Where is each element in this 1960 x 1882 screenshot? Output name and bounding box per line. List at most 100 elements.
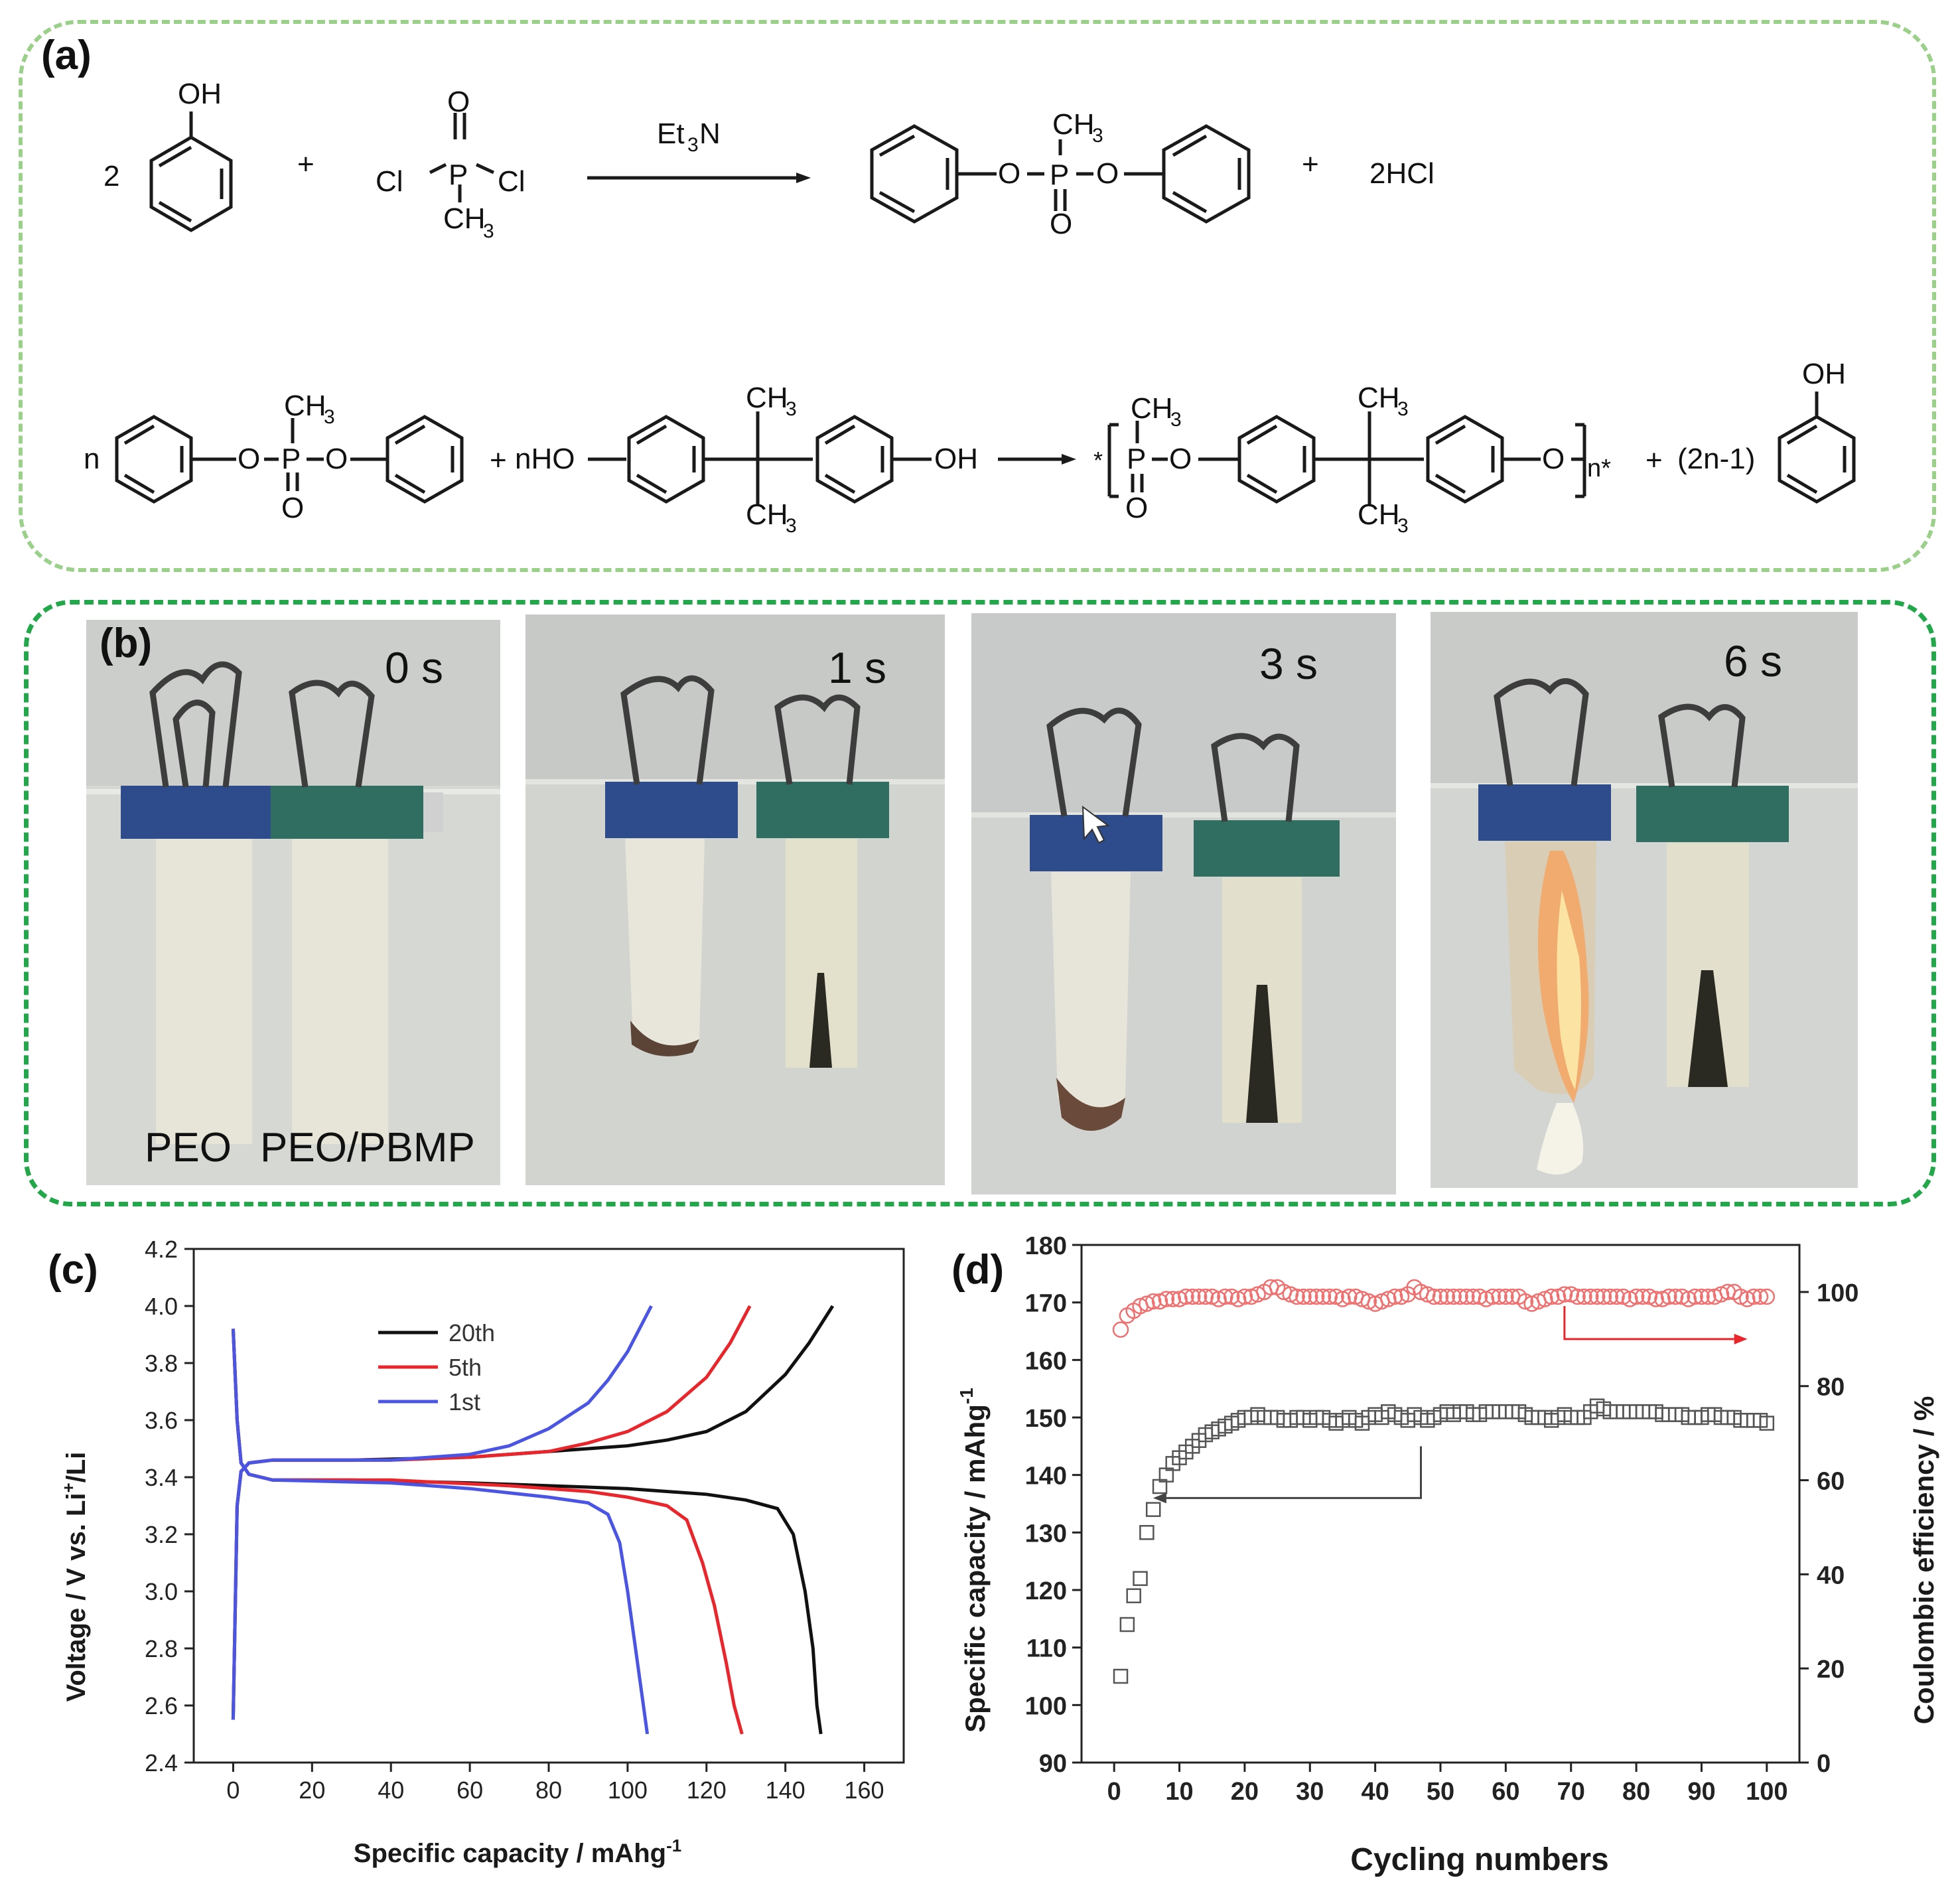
- y-tick-label: 3.4: [145, 1464, 178, 1491]
- efficiency-point: [1236, 1288, 1253, 1305]
- plus-sign: +: [1645, 444, 1663, 476]
- efficiency-point: [1341, 1288, 1358, 1305]
- efficiency-point: [1393, 1288, 1410, 1305]
- x-tick-label: 70: [1557, 1778, 1585, 1806]
- subscript-3: 3: [483, 220, 494, 242]
- subscript-3: 3: [1397, 398, 1409, 420]
- efficiency-point: [1164, 1291, 1181, 1307]
- left-y-tick-label: 90: [1039, 1750, 1067, 1778]
- efficiency-point: [1713, 1286, 1730, 1303]
- right-y-tick-label: 80: [1817, 1374, 1845, 1402]
- methyl-label: CH: [1052, 108, 1095, 141]
- efficiency-point: [1569, 1288, 1586, 1305]
- photo-0s: [86, 620, 500, 1185]
- series-line-5th-discharge: [231, 1329, 744, 1735]
- efficiency-point: [1380, 1291, 1397, 1307]
- efficiency-point: [1145, 1293, 1162, 1310]
- end-group-star: *: [1093, 447, 1103, 474]
- y-tick-label: 3.0: [145, 1578, 178, 1605]
- efficiency-point: [1386, 1288, 1403, 1305]
- efficiency-point: [1282, 1286, 1299, 1303]
- methyl-label: CH: [746, 498, 788, 531]
- benzene-ring: [149, 135, 233, 232]
- efficiency-point: [1752, 1288, 1769, 1305]
- phosphorus-label: P: [281, 443, 301, 475]
- efficiency-point: [1680, 1291, 1697, 1307]
- plot-frame: [1080, 1244, 1801, 1764]
- efficiency-point: [1582, 1288, 1599, 1305]
- oxygen-label: O: [281, 492, 304, 524]
- right-y-tick-label: 60: [1817, 1468, 1845, 1496]
- x-axis-label: Cycling numbers: [1350, 1842, 1608, 1877]
- sample-label-peo-pbmp: PEO/PBMP: [260, 1125, 475, 1171]
- hydroxyl-label: OH: [178, 78, 222, 110]
- repeat-n-star: n*: [1587, 455, 1611, 482]
- efficiency-point: [1745, 1288, 1762, 1305]
- coefficient-2n-1: (2n-1): [1677, 443, 1755, 475]
- efficiency-point: [1464, 1288, 1482, 1305]
- subscript-3: 3: [786, 515, 797, 537]
- methyl-label: CH: [284, 390, 326, 422]
- x-tick-label: 30: [1296, 1778, 1324, 1806]
- efficiency-point: [1654, 1291, 1671, 1307]
- oxygen-label: O: [1050, 208, 1072, 240]
- right-y-tick-label: 20: [1817, 1656, 1845, 1684]
- capacity-point: [1113, 1668, 1129, 1684]
- efficiency-point: [1249, 1286, 1266, 1303]
- capacity-point: [1139, 1525, 1155, 1540]
- y-tick-label: 2.6: [145, 1692, 178, 1719]
- benzene-ring: [870, 124, 959, 224]
- right-y-axis-label: Coulombic efficiency / %: [1908, 1396, 1939, 1725]
- x-tick-label: 100: [1746, 1778, 1787, 1806]
- nho-label: nHO: [515, 443, 575, 475]
- efficiency-point: [1537, 1291, 1553, 1307]
- benzene-ring: [115, 415, 193, 504]
- efficiency-point: [1452, 1288, 1468, 1305]
- efficiency-point: [1425, 1288, 1442, 1305]
- efficiency-point: [1302, 1288, 1318, 1305]
- time-label-1s: 1 s: [828, 643, 887, 692]
- efficiency-point: [1289, 1288, 1305, 1305]
- efficiency-point: [1563, 1286, 1579, 1303]
- phosphorus-label: P: [1050, 159, 1069, 191]
- x-tick-label: 0: [1107, 1778, 1121, 1806]
- subscript-3: 3: [1397, 515, 1409, 537]
- efficiency-point: [1608, 1288, 1625, 1305]
- hcl-product: 2HCl: [1369, 157, 1435, 190]
- efficiency-point: [1308, 1288, 1325, 1305]
- efficiency-point: [1360, 1293, 1377, 1310]
- hydroxyl-label: OH: [1802, 358, 1846, 390]
- efficiency-point: [1517, 1293, 1534, 1310]
- efficiency-point: [1112, 1321, 1129, 1338]
- efficiency-point: [1549, 1288, 1567, 1305]
- benzene-ring: [1778, 415, 1856, 504]
- series-line-1st-discharge: [231, 1329, 650, 1735]
- hydroxyl-label: OH: [934, 443, 978, 475]
- panel-label-c: (c): [48, 1247, 98, 1293]
- y-axis-label: Voltage / V vs. Li+/Li: [58, 1452, 91, 1702]
- efficiency-point: [1661, 1288, 1677, 1305]
- x-tick-label: 90: [1687, 1778, 1715, 1806]
- x-tick-label: 100: [608, 1776, 648, 1804]
- efficiency-point: [1739, 1291, 1756, 1307]
- x-tick-label: 140: [766, 1776, 805, 1804]
- capacity-point: [1119, 1617, 1135, 1632]
- x-tick-label: 60: [456, 1776, 483, 1804]
- left-y-tick-label: 150: [1025, 1405, 1067, 1433]
- time-label-0s: 0 s: [385, 643, 444, 692]
- efficiency-point: [1458, 1288, 1475, 1305]
- efficiency-point: [1602, 1288, 1618, 1305]
- oxygen-label: O: [238, 443, 260, 475]
- panel-label-b: (b): [100, 620, 153, 666]
- efficiency-point: [1151, 1293, 1168, 1310]
- capacity-point: [1759, 1415, 1775, 1431]
- flame-test-panel: [24, 600, 1936, 1206]
- y-tick-label: 3.8: [145, 1350, 178, 1377]
- plus-sign: +: [297, 148, 315, 181]
- efficiency-point: [1328, 1288, 1344, 1305]
- plus-sign: +: [1302, 148, 1319, 181]
- right-y-tick-label: 0: [1817, 1750, 1831, 1778]
- benzene-ring: [1426, 415, 1504, 504]
- capacity-arrowhead: [1153, 1492, 1166, 1504]
- y-tick-label: 2.8: [145, 1635, 178, 1662]
